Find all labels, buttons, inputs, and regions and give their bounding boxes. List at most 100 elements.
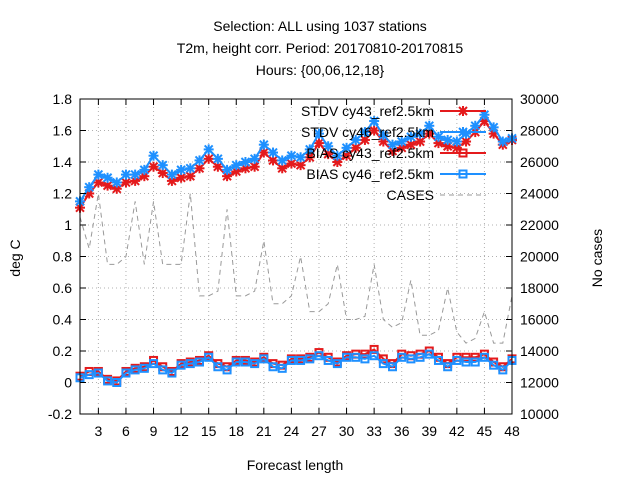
y2-axis-label: No cases [589, 229, 605, 287]
data-point-1 [396, 136, 407, 147]
data-point-3 [204, 352, 214, 362]
legend-marker-3 [458, 169, 468, 179]
data-point-3 [351, 352, 361, 362]
data-point-1 [332, 150, 343, 161]
data-point-3 [342, 352, 352, 362]
data-point-3 [360, 354, 370, 364]
data-point-3 [369, 351, 379, 361]
data-point-1 [212, 153, 223, 164]
legend-label-1: STDV cy46_ref2.5km [301, 124, 434, 140]
y2-tick-label: 30000 [520, 91, 559, 107]
legend-label-4: CASES [387, 187, 434, 203]
y2-tick-label: 10000 [520, 406, 559, 422]
data-point-1 [157, 160, 168, 171]
axes: 3 6 9 12 15 18 21 24 27 30 33 36 39 42 45 48-0.200.20.4… [48, 91, 559, 439]
data-point-1 [258, 139, 269, 150]
data-point-1 [313, 128, 324, 139]
x-tick-label: 36 [394, 423, 410, 439]
y-tick-label: 1.2 [53, 186, 73, 202]
data-point-1 [166, 169, 177, 180]
y2-tick-label: 22000 [520, 217, 559, 233]
data-point-3 [406, 354, 416, 364]
data-point-1 [139, 164, 150, 175]
data-point-3 [314, 351, 324, 361]
y-tick-label: 1.4 [53, 154, 73, 170]
data-point-1 [295, 152, 306, 163]
data-point-3 [415, 352, 425, 362]
data-point-3 [231, 357, 241, 367]
data-point-3 [259, 354, 269, 364]
series-line-2 [79, 348, 513, 383]
chart-title-line-2: T2m, height corr. Period: 20170810-20170… [176, 40, 464, 56]
y2-tick-label: 24000 [520, 186, 559, 202]
data-point-3 [268, 362, 278, 372]
data-point-3 [185, 359, 195, 369]
data-point-0 [203, 153, 214, 164]
data-point-1 [120, 169, 131, 180]
data-point-1 [323, 141, 334, 152]
x-tick-label: 3 [94, 423, 102, 439]
data-point-3 [112, 378, 122, 387]
y2-tick-label: 14000 [520, 343, 559, 359]
data-point-3 [470, 357, 480, 367]
series-line-4 [79, 193, 513, 344]
y-tick-label: 1.6 [53, 123, 73, 139]
data-point-1 [424, 120, 435, 131]
x-tick-label: 15 [201, 423, 217, 439]
y-tick-label: 1.8 [53, 91, 73, 107]
data-point-3 [130, 365, 140, 375]
data-point-1 [369, 116, 380, 127]
data-point-1 [378, 130, 389, 141]
data-point-1 [130, 169, 141, 180]
data-point-1 [350, 134, 361, 145]
data-point-1 [442, 134, 453, 145]
y2-tick-label: 16000 [520, 312, 559, 328]
data-point-3 [378, 359, 388, 369]
data-point-3 [84, 370, 94, 380]
data-point-0 [157, 168, 168, 179]
legend: STDV cy43_ref2.5km STDV cy46_ref2.5km BIAS… [301, 103, 486, 203]
data-point-3 [167, 368, 177, 378]
data-point-0 [212, 161, 223, 172]
data-point-0 [323, 149, 334, 160]
data-point-3 [397, 352, 407, 362]
y-tick-label: 0.2 [53, 343, 73, 359]
data-point-1 [497, 136, 508, 147]
y-tick-label: 1 [64, 217, 72, 233]
y-tick-label: 0.4 [53, 312, 73, 328]
x-tick-label: 24 [284, 423, 300, 439]
plot-frame [79, 98, 513, 415]
data-point-1 [359, 127, 370, 138]
data-point-3 [222, 365, 232, 375]
y-tick-label: 0.6 [53, 280, 73, 296]
x-tick-label: 42 [449, 423, 465, 439]
data-point-3 [388, 362, 398, 372]
data-point-2 [461, 352, 471, 362]
data-point-1 [433, 131, 444, 142]
data-point-1 [268, 147, 279, 158]
data-point-3 [424, 349, 434, 359]
data-point-3 [452, 355, 462, 365]
data-point-1 [240, 157, 251, 167]
data-point-1 [304, 144, 315, 155]
data-point-1 [341, 142, 352, 153]
data-point-1 [387, 139, 398, 150]
data-point-1 [194, 155, 205, 166]
data-point-3 [139, 363, 149, 373]
chart-title-line-1: Selection: ALL using 1037 stations [213, 18, 427, 34]
data-point-3 [121, 368, 131, 378]
x-tick-label: 21 [256, 423, 272, 439]
data-point-1 [405, 131, 416, 142]
y-axis-label: deg C [7, 239, 23, 276]
data-point-3 [286, 355, 296, 365]
y2-tick-label: 12000 [520, 375, 559, 391]
series-layer [75, 109, 517, 387]
y-tick-label: 0 [64, 375, 72, 391]
x-tick-label: 45 [477, 423, 493, 439]
data-point-1 [470, 120, 481, 131]
legend-label-0: STDV cy43_ref2.5km [301, 103, 434, 119]
data-point-0 [341, 150, 352, 161]
data-point-1 [231, 160, 242, 171]
data-point-2 [470, 352, 480, 362]
y-tick-label: 0.8 [53, 249, 73, 265]
